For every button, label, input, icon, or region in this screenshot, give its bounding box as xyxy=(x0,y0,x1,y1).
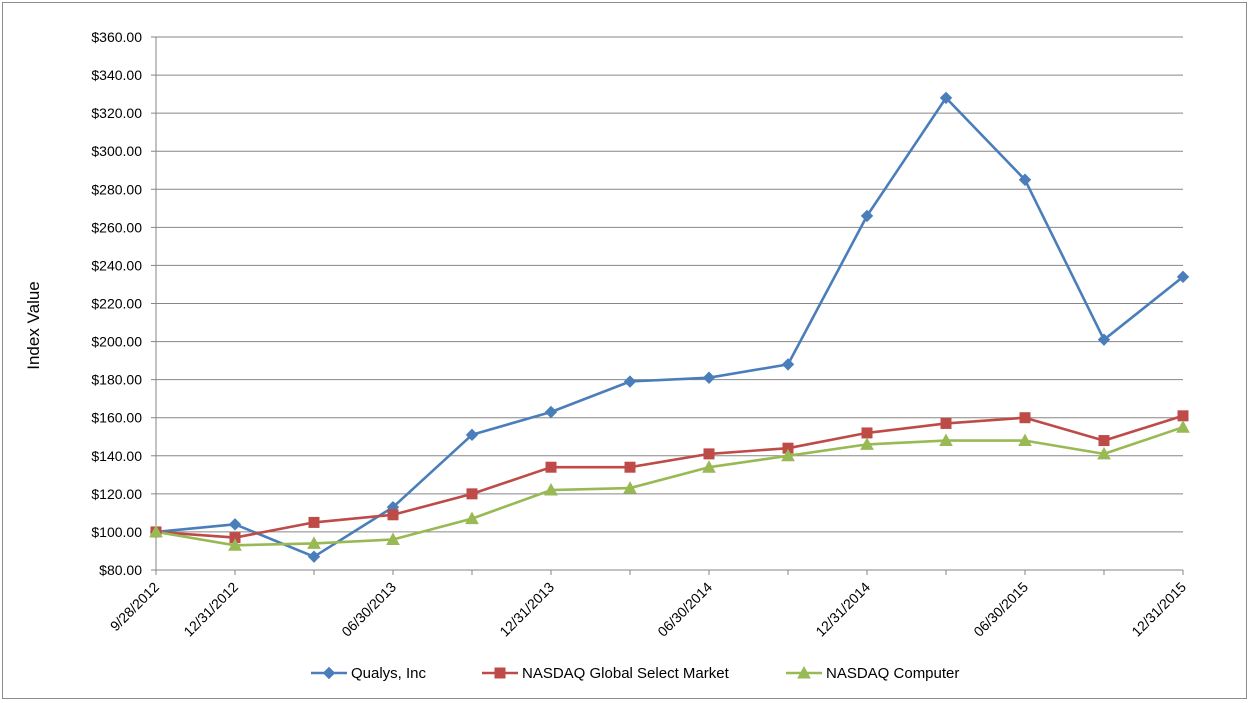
data-point-1 xyxy=(703,448,715,460)
y-tick-label: $240.00 xyxy=(91,257,142,273)
data-point-2 xyxy=(860,437,874,450)
x-tick-label: 06/30/2013 xyxy=(338,579,399,640)
x-tick-label: 12/31/2014 xyxy=(812,579,873,640)
data-point-2 xyxy=(939,433,953,447)
series-line-1 xyxy=(155,414,1184,539)
data-point-2 xyxy=(149,524,163,538)
data-point-0 xyxy=(781,358,795,371)
y-tick-label: $360.00 xyxy=(91,29,142,45)
data-point-1 xyxy=(308,516,320,528)
data-point-2 xyxy=(1176,420,1190,433)
data-point-1 xyxy=(1098,435,1110,447)
data-point-1 xyxy=(545,461,557,473)
data-point-2 xyxy=(781,448,795,462)
data-point-0 xyxy=(228,518,242,531)
data-point-2 xyxy=(544,483,558,496)
y-tick-label: $120.00 xyxy=(91,486,142,502)
data-point-1 xyxy=(861,427,873,439)
series-line-0 xyxy=(155,96,1184,559)
data-point-1 xyxy=(387,509,399,521)
data-point-0 xyxy=(1018,173,1032,186)
legend-marker-2 xyxy=(797,665,811,679)
data-point-1 xyxy=(466,488,478,500)
y-tick-label: $320.00 xyxy=(91,105,142,121)
data-point-2 xyxy=(1097,446,1111,460)
data-point-1 xyxy=(624,461,636,473)
data-point-2 xyxy=(465,511,479,525)
legend-marker-1 xyxy=(494,667,506,679)
data-point-0 xyxy=(702,371,716,384)
y-tick-label: $160.00 xyxy=(91,410,142,426)
legend-label-2: NASDAQ Computer xyxy=(826,665,959,682)
y-tick-label: $200.00 xyxy=(91,334,142,350)
x-tick-label: 12/31/2013 xyxy=(496,579,557,640)
x-tick-label: 9/28/2012 xyxy=(107,579,163,635)
data-point-0 xyxy=(465,428,479,442)
data-point-1 xyxy=(1177,410,1189,422)
data-point-0 xyxy=(307,550,321,563)
data-point-2 xyxy=(307,536,321,549)
y-tick-label: $340.00 xyxy=(91,67,142,83)
x-tick-label: 06/30/2015 xyxy=(970,579,1031,640)
y-tick-label: $180.00 xyxy=(91,372,142,388)
y-tick-label: $220.00 xyxy=(91,296,142,312)
x-tick-label: 12/31/2012 xyxy=(180,579,241,640)
data-point-2 xyxy=(228,538,242,551)
data-point-0 xyxy=(939,91,953,105)
x-tick-label: 06/30/2014 xyxy=(654,579,715,640)
y-axis-title: Index Value xyxy=(24,281,43,370)
data-point-0 xyxy=(544,405,558,419)
data-point-0 xyxy=(623,375,637,388)
data-point-0 xyxy=(860,209,874,223)
data-point-1 xyxy=(1019,412,1031,424)
data-point-2 xyxy=(702,460,716,473)
data-point-2 xyxy=(1018,433,1032,447)
legend-label-0: Qualys, Inc xyxy=(351,665,427,682)
data-point-0 xyxy=(1097,333,1111,346)
data-point-2 xyxy=(386,532,400,546)
y-tick-label: $140.00 xyxy=(91,448,142,464)
y-tick-label: $280.00 xyxy=(91,181,142,197)
y-tick-label: $300.00 xyxy=(91,143,142,159)
x-tick-label: 12/31/2015 xyxy=(1128,579,1189,640)
y-tick-label: $260.00 xyxy=(91,219,142,235)
data-point-2 xyxy=(623,481,637,494)
y-tick-label: $80.00 xyxy=(99,562,142,578)
legend-label-1: NASDAQ Global Select Market xyxy=(522,665,730,682)
data-point-1 xyxy=(940,417,952,429)
series-line-2 xyxy=(155,425,1184,547)
data-point-0 xyxy=(1176,270,1190,284)
legend-marker-0 xyxy=(322,666,336,680)
y-tick-label: $100.00 xyxy=(91,524,142,540)
